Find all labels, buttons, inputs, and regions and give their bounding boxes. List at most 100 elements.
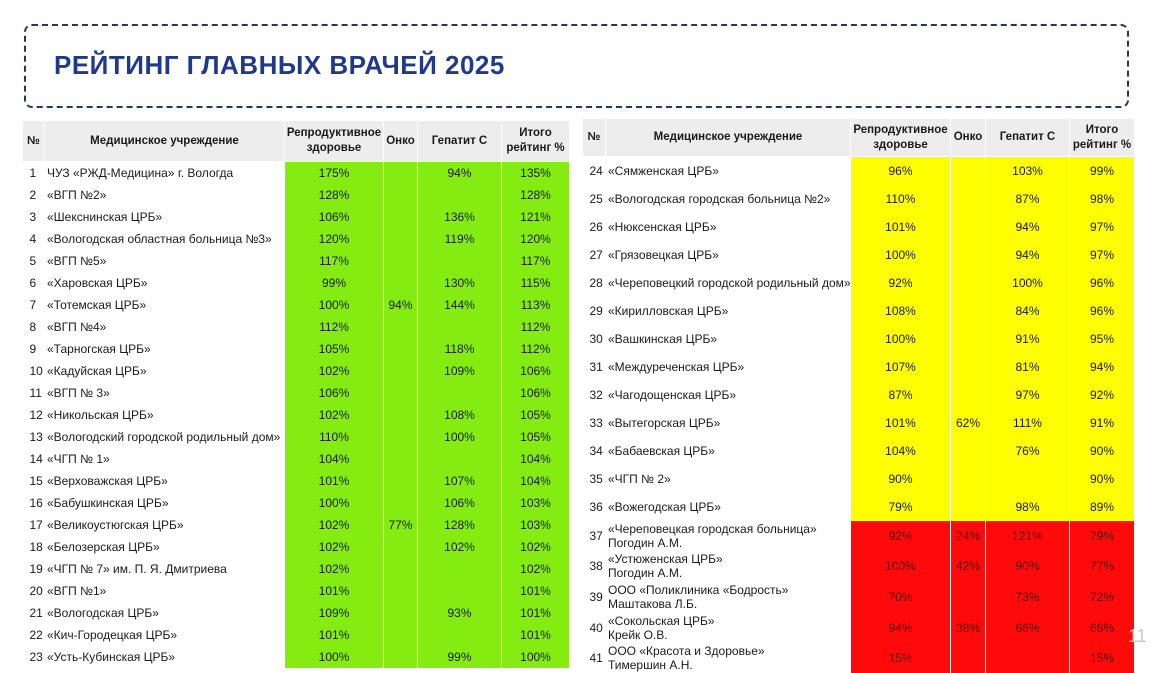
row-number: 34 [582,436,606,465]
institution-name: «ВГП №5» [44,249,285,272]
repro-value: 15% [850,642,951,673]
total-value: 104% [501,469,570,492]
repro-value: 102% [284,403,384,426]
total-value: 117% [501,249,570,272]
repro-value: 104% [850,436,951,465]
col-hep: Гепатит С [985,118,1070,157]
total-value: 96% [1069,296,1135,325]
institution-name: «Вашкинская ЦРБ» [608,331,718,346]
institution-name: «Кадуйская ЦРБ» [44,359,285,382]
onko-value: 24% [950,520,986,552]
institution-name: ЧУЗ «РЖД-Медицина» г. Вологда [44,161,285,184]
onko-value [950,352,986,381]
onko-value [383,227,418,250]
total-value: 101% [501,623,570,646]
chief-doctor-name: Маштакова Л.Б. [608,596,698,611]
repro-value: 104% [284,447,384,470]
table-row: 8 «ВГП №4» 112% 112% [22,315,570,338]
repro-value: 102% [284,359,384,382]
institution-name: «Белозерская ЦРБ» [44,535,285,558]
col-institution: Медицинское учреждение [605,118,851,157]
table-row: 19 «ЧГП № 7» им. П. Я. Дмитриева 102% 102% [22,557,570,580]
onko-value [383,359,418,382]
onko-value [383,645,418,668]
onko-value [383,535,418,558]
row-number: 15 [22,469,45,492]
onko-value [950,212,986,241]
onko-value [383,161,418,184]
hep-value: 100% [985,268,1070,297]
onko-value [950,268,986,297]
col-hep: Гепатит С [417,120,502,162]
row-number: 20 [22,579,45,602]
onko-value: 77% [383,513,418,536]
onko-value [383,623,418,646]
chief-doctor-name: Погодин А.М. [608,566,683,581]
institution-cell: «Чагодощенская ЦРБ» [605,380,851,409]
repro-value: 102% [284,557,384,580]
institution-name: «ВГП № 3» [44,381,285,404]
repro-value: 100% [284,491,384,514]
rating-table-right: № Медицинское учреждение Репродуктивное … [582,118,1135,673]
table-row: 13 «Вологодский городской родильный дом» 1… [22,425,570,448]
onko-value: 38% [950,612,986,643]
repro-value: 90% [850,464,951,493]
total-value: 101% [501,579,570,602]
repro-value: 110% [850,184,951,213]
hep-value [985,642,1070,673]
total-value: 94% [1069,352,1135,381]
total-value: 99% [1069,156,1135,185]
title-frame: РЕЙТИНГ ГЛАВНЫХ ВРАЧЕЙ 2025 [24,24,1129,108]
hep-value [985,464,1070,493]
onko-value [383,205,418,228]
total-value: 113% [501,293,570,316]
total-value: 91% [1069,408,1135,437]
institution-name: «Междуреченская ЦРБ» [608,359,745,374]
onko-value [950,380,986,409]
row-number: 6 [22,271,45,294]
table-row: 5 «ВГП №5» 117% 117% [22,249,570,272]
institution-name: «ЧГП № 1» [44,447,285,470]
total-value: 105% [501,403,570,426]
row-number: 8 [22,315,45,338]
page-number: 11 [1128,626,1147,646]
repro-value: 100% [850,240,951,269]
row-number: 33 [582,408,606,437]
institution-cell: ООО «Поликлиника «Бодрость» Маштакова Л.Б… [605,581,851,613]
col-onko: Онко [383,120,418,162]
hep-value: 81% [985,352,1070,381]
repro-value: 100% [850,324,951,353]
repro-value: 70% [850,581,951,613]
row-number: 27 [582,240,606,269]
table-row: 20 «ВГП №1» 101% 101% [22,579,570,602]
total-value: 72% [1069,581,1135,613]
total-value: 95% [1069,324,1135,353]
institution-name: «ЧГП № 2» [608,471,671,486]
total-value: 105% [501,425,570,448]
total-value: 15% [1069,642,1135,673]
hep-value: 136% [417,205,502,228]
onko-value [950,296,986,325]
table-header: № Медицинское учреждение Репродуктивное … [582,118,1135,157]
table-row: 3 «Шекснинская ЦРБ» 106% 136% 121% [22,205,570,228]
onko-value [383,403,418,426]
institution-name: «Вологодская ЦРБ» [44,601,285,624]
col-num: № [22,120,45,162]
onko-value [383,315,418,338]
total-value: 90% [1069,464,1135,493]
institution-name: «Тарногская ЦРБ» [44,337,285,360]
hep-value [417,579,502,602]
hep-value [417,315,502,338]
institution-cell: «Вытегорская ЦРБ» [605,408,851,437]
repro-value: 175% [284,161,384,184]
row-number: 31 [582,352,606,381]
onko-value [950,324,986,353]
row-number: 38 [582,551,606,582]
hep-value: 106% [417,491,502,514]
table-row: 38 «Устюженская ЦРБ» Погодин А.М. 100% 42% 90… [582,551,1135,582]
institution-name: «Бабушкинская ЦРБ» [44,491,285,514]
repro-value: 106% [284,205,384,228]
repro-value: 92% [850,268,951,297]
row-number: 1 [22,161,45,184]
table-row: 27 «Грязовецкая ЦРБ» 100% 94% 97% [582,240,1135,269]
